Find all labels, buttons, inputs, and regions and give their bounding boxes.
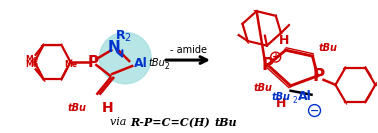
Text: 2: 2 xyxy=(124,33,130,43)
Text: tBu: tBu xyxy=(319,43,338,53)
Text: Me: Me xyxy=(64,60,77,69)
Text: +: + xyxy=(272,52,280,62)
Text: R: R xyxy=(115,29,125,42)
Text: 2: 2 xyxy=(293,96,297,105)
Text: −: − xyxy=(310,105,319,116)
Text: H: H xyxy=(101,101,113,115)
Text: P: P xyxy=(88,55,99,70)
Text: tBu: tBu xyxy=(148,58,165,68)
Text: P: P xyxy=(313,67,325,85)
Text: P: P xyxy=(262,56,274,74)
Text: tBu: tBu xyxy=(68,103,87,113)
Text: tBu: tBu xyxy=(272,92,291,102)
Text: - amide: - amide xyxy=(169,45,206,55)
Text: via: via xyxy=(110,117,130,127)
Text: Me: Me xyxy=(25,55,38,64)
Text: Me: Me xyxy=(25,60,38,69)
Text: N: N xyxy=(108,40,121,55)
Text: Al: Al xyxy=(134,57,148,70)
Ellipse shape xyxy=(99,32,151,84)
Text: H: H xyxy=(276,97,286,110)
Text: tBu: tBu xyxy=(253,83,272,93)
Text: 2: 2 xyxy=(164,63,169,72)
Text: Al: Al xyxy=(297,90,311,103)
Text: R-P=C=C(H): R-P=C=C(H) xyxy=(130,117,210,128)
Text: H: H xyxy=(279,34,289,47)
Text: tBu: tBu xyxy=(215,117,237,128)
